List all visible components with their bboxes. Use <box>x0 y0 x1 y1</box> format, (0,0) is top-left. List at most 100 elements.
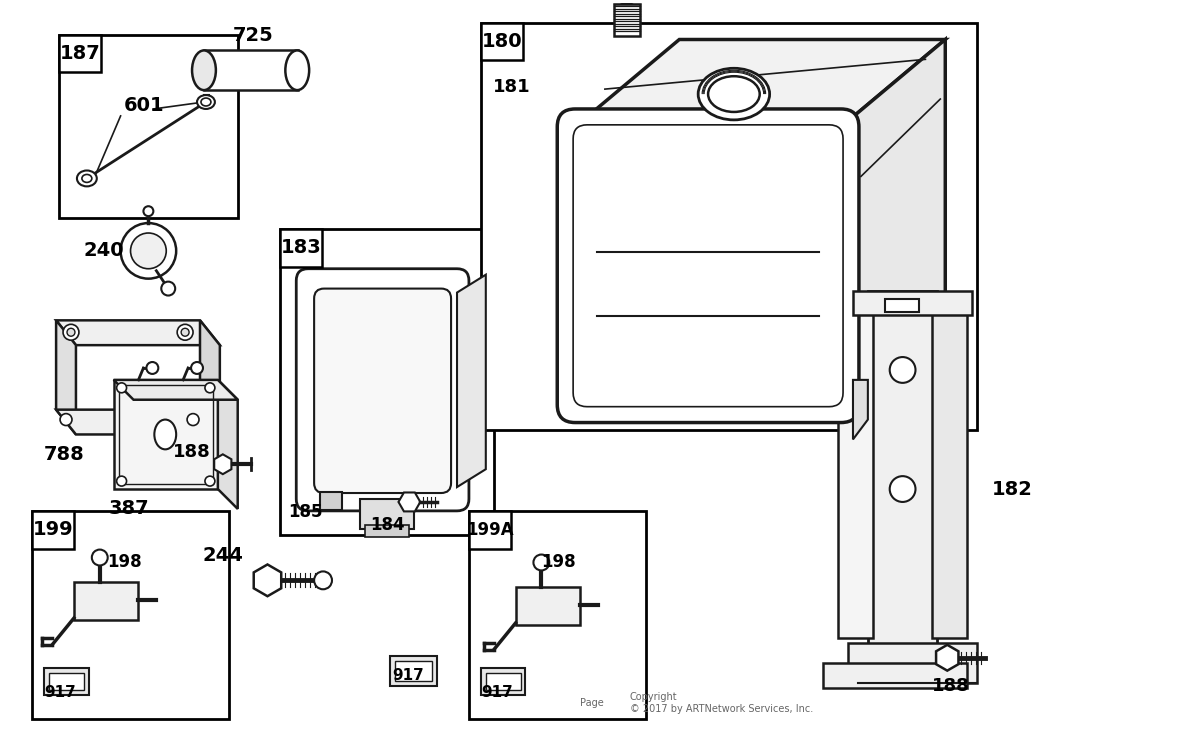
Circle shape <box>146 362 158 374</box>
Circle shape <box>890 476 916 502</box>
Bar <box>119 385 212 484</box>
Text: 917: 917 <box>44 685 76 700</box>
Circle shape <box>162 281 175 295</box>
Polygon shape <box>57 320 76 434</box>
Text: 185: 185 <box>288 503 323 521</box>
Bar <box>516 588 581 625</box>
Text: 184: 184 <box>369 516 405 534</box>
Circle shape <box>117 383 126 393</box>
Polygon shape <box>399 493 420 512</box>
Circle shape <box>890 357 916 383</box>
Bar <box>480 23 977 429</box>
Polygon shape <box>199 320 219 434</box>
Polygon shape <box>57 320 219 345</box>
Circle shape <box>533 555 550 570</box>
Circle shape <box>63 324 79 340</box>
Text: 725: 725 <box>232 26 274 45</box>
Text: 199: 199 <box>33 521 73 539</box>
Text: © 2017 by ARTNetwork Services, Inc.: © 2017 by ARTNetwork Services, Inc. <box>630 704 813 714</box>
FancyBboxPatch shape <box>314 289 451 493</box>
FancyBboxPatch shape <box>557 109 859 423</box>
Text: Page: Page <box>581 698 604 709</box>
Text: 188: 188 <box>932 677 970 695</box>
Text: 240: 240 <box>84 241 125 260</box>
Circle shape <box>205 476 215 486</box>
Bar <box>486 673 520 690</box>
Text: 181: 181 <box>493 78 530 96</box>
Bar <box>281 229 322 267</box>
Bar <box>867 291 937 658</box>
Circle shape <box>177 324 194 340</box>
Circle shape <box>67 328 76 336</box>
Text: 183: 183 <box>281 238 322 257</box>
Text: 182: 182 <box>992 480 1032 499</box>
Text: 917: 917 <box>393 668 425 683</box>
Text: Copyright: Copyright <box>630 693 677 703</box>
Ellipse shape <box>192 50 216 90</box>
Bar <box>281 229 493 534</box>
Bar <box>389 656 437 685</box>
Bar <box>59 34 100 72</box>
Bar <box>74 582 138 620</box>
Text: 180: 180 <box>481 32 522 51</box>
Bar <box>204 50 299 90</box>
Polygon shape <box>215 454 231 474</box>
Polygon shape <box>57 410 219 434</box>
Text: ARIPartsStream™: ARIPartsStream™ <box>359 381 702 418</box>
Polygon shape <box>853 380 867 440</box>
Ellipse shape <box>197 95 215 109</box>
FancyBboxPatch shape <box>573 125 843 407</box>
FancyBboxPatch shape <box>296 269 468 511</box>
Bar <box>59 34 237 218</box>
Circle shape <box>182 328 189 336</box>
Polygon shape <box>457 275 486 487</box>
Bar <box>320 492 342 510</box>
Ellipse shape <box>708 77 760 112</box>
Text: 601: 601 <box>124 96 164 115</box>
Bar <box>614 4 640 36</box>
Polygon shape <box>113 380 237 399</box>
Bar <box>932 300 968 638</box>
Bar <box>480 668 525 695</box>
Ellipse shape <box>81 174 92 182</box>
Bar <box>468 511 511 549</box>
Polygon shape <box>936 645 958 671</box>
Circle shape <box>205 383 215 393</box>
Ellipse shape <box>155 420 176 449</box>
Text: 244: 244 <box>203 546 244 565</box>
Ellipse shape <box>201 98 211 106</box>
Ellipse shape <box>286 50 309 90</box>
Bar <box>848 643 977 682</box>
Text: 387: 387 <box>109 499 150 518</box>
Bar <box>468 511 645 720</box>
Circle shape <box>117 476 126 486</box>
Circle shape <box>615 0 638 4</box>
Text: 917: 917 <box>480 685 512 700</box>
Circle shape <box>188 413 199 426</box>
Circle shape <box>120 223 176 278</box>
Polygon shape <box>841 39 945 405</box>
Text: 198: 198 <box>542 553 576 572</box>
Bar <box>44 668 88 695</box>
Circle shape <box>314 572 332 589</box>
Text: 198: 198 <box>106 553 142 572</box>
Polygon shape <box>254 564 281 596</box>
Bar <box>480 23 523 61</box>
Ellipse shape <box>77 171 97 187</box>
Text: 199A: 199A <box>466 521 513 539</box>
Bar <box>824 663 968 687</box>
Bar <box>50 673 84 690</box>
Polygon shape <box>575 39 945 127</box>
Bar <box>113 380 218 489</box>
Circle shape <box>92 550 107 566</box>
Bar <box>853 291 972 316</box>
Circle shape <box>131 233 166 269</box>
Bar <box>394 660 432 681</box>
Circle shape <box>144 206 153 216</box>
Text: 788: 788 <box>44 445 85 464</box>
Circle shape <box>191 362 203 374</box>
Circle shape <box>60 413 72 426</box>
Text: 187: 187 <box>59 44 100 63</box>
Text: 188: 188 <box>173 443 211 461</box>
Bar <box>32 511 229 720</box>
